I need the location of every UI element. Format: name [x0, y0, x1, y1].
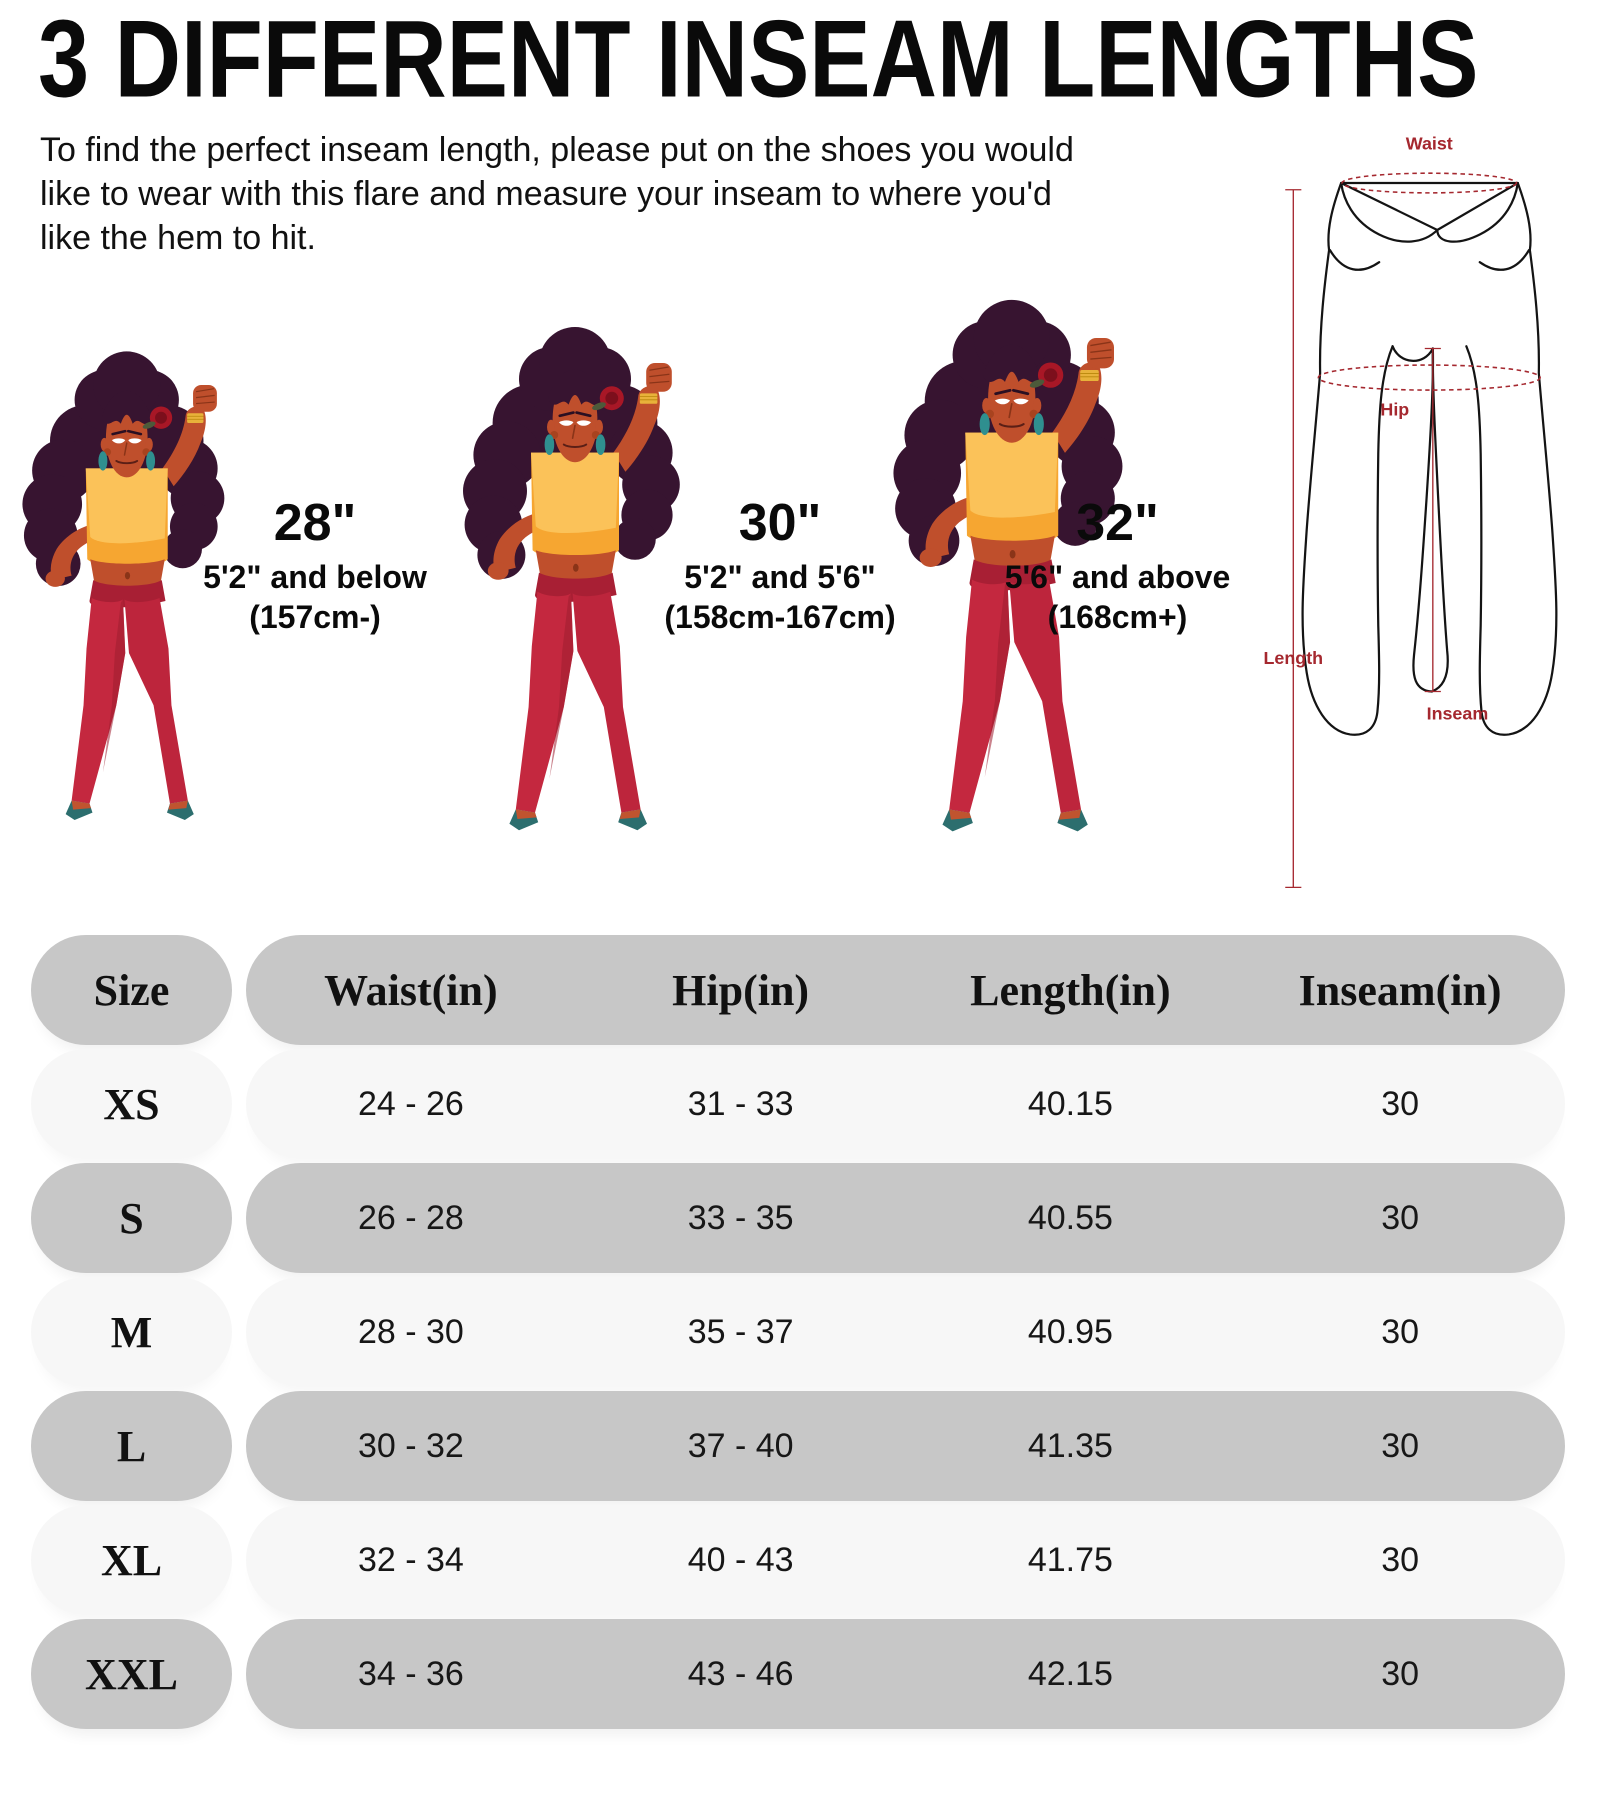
- svg-text:Waist: Waist: [1406, 133, 1453, 153]
- svg-text:Inseam: Inseam: [1427, 704, 1489, 724]
- svg-text:Hip: Hip: [1380, 400, 1409, 420]
- svg-text:Length: Length: [1264, 648, 1324, 668]
